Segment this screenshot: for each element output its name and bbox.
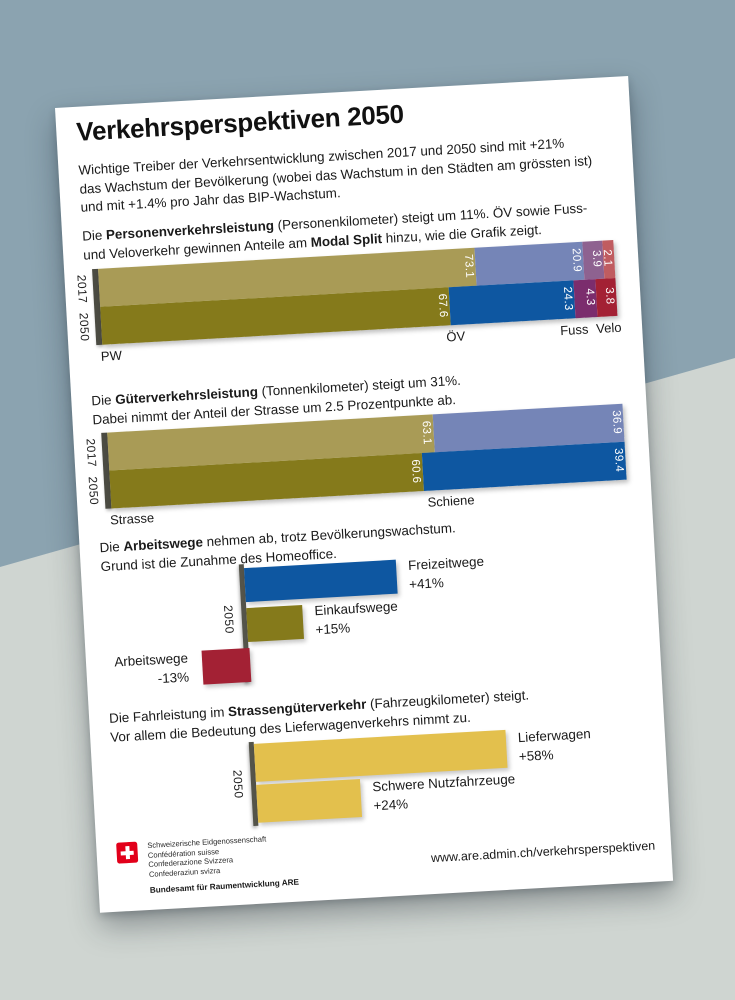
segment-velo-2050: 3.8	[595, 277, 618, 318]
poster-paper: Verkehrsperspektiven 2050 Wichtige Treib…	[55, 75, 674, 913]
segment-value: 60.6	[408, 459, 423, 484]
category-label-fuss: Fuss	[559, 321, 589, 339]
swiss-cross-icon	[120, 850, 134, 855]
segment-value: 4.3	[583, 288, 597, 307]
bar-label-lieferwagen: Lieferwagen +58%	[517, 725, 592, 766]
segment-oev-2050: 24.3	[448, 280, 576, 326]
bar-label-schwere-nutzfahrzeuge: Schwere Nutzfahrzeuge +24%	[372, 770, 517, 815]
segment-value: 63.1	[419, 420, 433, 446]
category-label-pw: PW	[100, 347, 123, 364]
axis-label-2050: 2050	[221, 604, 237, 635]
segment-velo-2017: 2.1	[600, 240, 616, 279]
confederation-wordmark: Schweizerische Eidgenossenschaft Confédé…	[147, 834, 268, 879]
bar-arbeitswege	[201, 647, 252, 685]
segment-oev-2017: 20.9	[474, 241, 585, 286]
segment-value: 67.6	[435, 293, 450, 318]
bar-label-pct: +15%	[315, 619, 351, 637]
segment-fuss-2050: 4.3	[573, 279, 598, 319]
segment-value: 24.3	[560, 286, 575, 311]
bar-freizeitwege	[243, 559, 398, 603]
poster-url: www.are.admin.ch/verkehrsperspektiven	[430, 838, 656, 866]
row-label-2050: 2050	[76, 311, 93, 342]
row-label-2017: 2017	[83, 437, 100, 468]
bar-einkaufswege	[246, 605, 304, 643]
category-label-strasse: Strasse	[109, 510, 155, 528]
category-label-schiene: Schiene	[427, 492, 475, 510]
segment-value: 20.9	[569, 247, 583, 273]
segment-value: 39.4	[611, 447, 626, 473]
segment-value: 3.8	[602, 287, 616, 306]
bar-schwere-nutzfahrzeuge	[256, 779, 363, 823]
bar-label-freizeitwege: Freizeitwege +41%	[408, 553, 486, 594]
bar-label-pct: +41%	[408, 574, 445, 592]
row-label-2017: 2017	[74, 274, 90, 304]
bar-label-arbeitswege: Arbeitswege -13%	[114, 649, 190, 690]
swiss-flag-icon	[116, 841, 139, 864]
category-label-oev: ÖV	[445, 328, 466, 345]
bar-label-einkaufswege: Einkaufswege +15%	[314, 598, 399, 640]
poster-title: Verkehrsperspektiven 2050	[75, 98, 405, 147]
office-name: Bundesamt für Raumentwicklung ARE	[149, 877, 300, 895]
row-label-2050: 2050	[85, 475, 102, 506]
category-label-velo: Velo	[595, 319, 622, 337]
bar-label-pct: +58%	[518, 746, 554, 764]
segment-value: 36.9	[609, 409, 624, 435]
swiss-confederation-logo: Schweizerische Eidgenossenschaft Confédé…	[116, 834, 268, 881]
segment-value: 2.1	[600, 249, 614, 268]
segment-value: 73.1	[462, 253, 476, 279]
axis-label-2050: 2050	[230, 769, 246, 799]
